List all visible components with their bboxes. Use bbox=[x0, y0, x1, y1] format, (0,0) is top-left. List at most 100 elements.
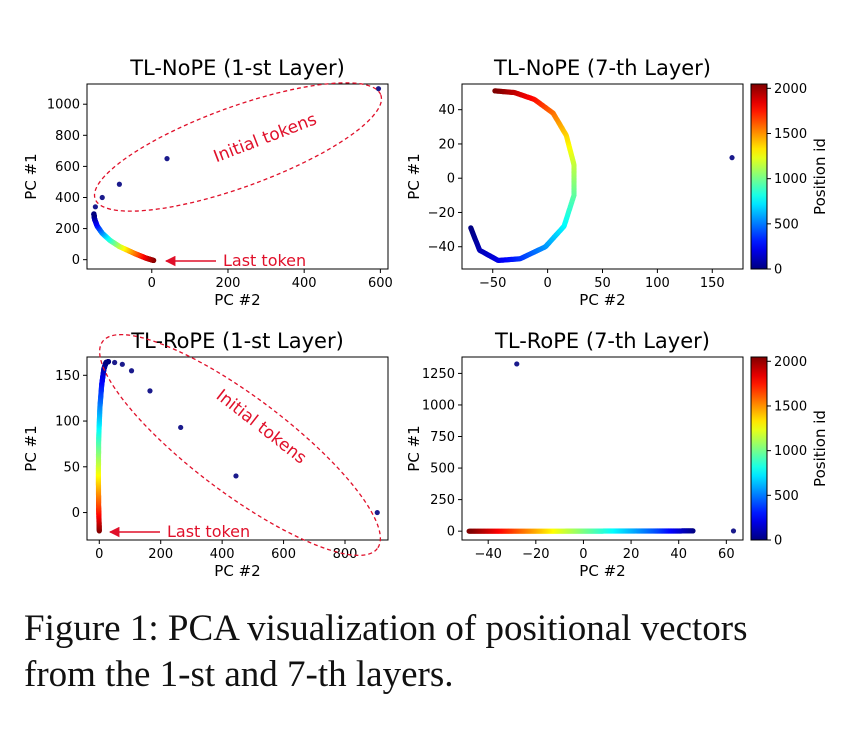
y-tick-label: 0 bbox=[447, 525, 455, 540]
outlier-point bbox=[164, 156, 170, 162]
y-axis-label: PC #1 bbox=[405, 153, 423, 199]
figure-panels: TL-NoPE (1-st Layer)0 200 400 6000200400600… bbox=[22, 56, 829, 580]
colorbar-tick-label: 0 bbox=[774, 534, 782, 549]
outlier-point bbox=[729, 155, 735, 161]
colorbar-tick-label: 1000 bbox=[774, 444, 807, 459]
colorbar-tick-label: 2000 bbox=[774, 82, 807, 97]
x-tick-label: 400 bbox=[292, 276, 317, 291]
chart-title: TL-RoPE (1-st Layer) bbox=[130, 329, 344, 353]
y-axis-label: PC #1 bbox=[22, 153, 40, 199]
colorbar-tick-label: 2000 bbox=[774, 355, 807, 370]
y-tick-label: 0 bbox=[72, 253, 80, 268]
initial-tokens-label: Initial tokens bbox=[211, 109, 320, 167]
outlier-point bbox=[375, 86, 382, 92]
x-tick-label: 20 bbox=[623, 547, 640, 562]
y-tick-label: 750 bbox=[430, 430, 455, 445]
outlier-point bbox=[730, 528, 737, 534]
chart-panel-3: TL-RoPE (1-st Layer) 0 200 400 600 800 0 50 100 1… bbox=[22, 329, 389, 580]
x-tick-label: 200 bbox=[148, 547, 173, 562]
annotation-panel-1: Initial tokens Last token bbox=[93, 82, 383, 270]
colorbar-gradient bbox=[750, 83, 768, 270]
initial-tokens-label: Initial tokens bbox=[212, 386, 310, 469]
outlier-point bbox=[374, 509, 380, 516]
y-tick-label: 20 bbox=[438, 137, 455, 152]
plot-frame bbox=[86, 356, 389, 541]
outlier-point bbox=[116, 181, 122, 187]
y-tick-label: −40 bbox=[428, 240, 455, 255]
trajectory-point bbox=[105, 359, 112, 365]
data-layer bbox=[95, 359, 380, 534]
chart-title: TL-NoPE (7-th Layer) bbox=[493, 56, 711, 80]
y-axis-label: PC #1 bbox=[22, 425, 40, 471]
y-tick-label: 50 bbox=[63, 460, 80, 475]
colorbar: 0 500 1000 1500 2000 Position id bbox=[750, 82, 829, 278]
colorbar-gradient bbox=[750, 356, 768, 541]
x-tick-label: 0 bbox=[579, 547, 587, 562]
initial-tokens-ellipse bbox=[93, 82, 383, 212]
outlier-point bbox=[514, 361, 520, 367]
y-tick-label: 800 bbox=[55, 129, 80, 144]
y-tick-label: 1250 bbox=[422, 367, 455, 382]
colorbar-tick-label: 500 bbox=[774, 489, 799, 504]
y-tick-label: 1000 bbox=[422, 398, 455, 413]
y-tick-label: 200 bbox=[55, 222, 80, 237]
y-tick-label: 0 bbox=[447, 172, 455, 187]
chart-panel-1: TL-NoPE (1-st Layer) 0 200 400 600 0 200 400 600… bbox=[22, 56, 393, 309]
colorbar-label: Position id bbox=[811, 410, 829, 487]
x-tick-label: 40 bbox=[670, 547, 687, 562]
trajectory-point bbox=[91, 211, 97, 217]
y-tick-label: 400 bbox=[55, 191, 80, 206]
y-tick-label: 250 bbox=[430, 493, 455, 508]
plot-frame bbox=[461, 83, 744, 270]
y-tick-label: −20 bbox=[428, 206, 455, 221]
colorbar-tick-label: 1500 bbox=[774, 127, 807, 142]
data-layer bbox=[468, 88, 735, 263]
x-tick-label: 200 bbox=[216, 276, 241, 291]
plot-frame bbox=[86, 83, 389, 270]
colorbar: 0 500 1000 1500 2000 Position id bbox=[750, 355, 829, 549]
x-tick-label: 0 bbox=[148, 276, 156, 291]
x-axis-label: PC #2 bbox=[579, 562, 625, 580]
y-tick-label: 500 bbox=[430, 462, 455, 477]
x-tick-label: −40 bbox=[474, 547, 501, 562]
outlier-point bbox=[119, 361, 125, 367]
outlier-point bbox=[147, 388, 153, 394]
trajectory-point bbox=[492, 88, 498, 94]
initial-tokens-ellipse bbox=[98, 333, 382, 557]
y-tick-label: 0 bbox=[72, 506, 80, 521]
y-axis-label: PC #1 bbox=[405, 425, 423, 471]
y-tick-label: 150 bbox=[55, 369, 80, 384]
colorbar-tick-label: 1000 bbox=[774, 172, 807, 187]
plot-frame bbox=[461, 356, 744, 541]
trajectory-point bbox=[466, 528, 472, 534]
y-tick-label: 600 bbox=[55, 160, 80, 175]
caption-line-2: from the 1-st and 7-th layers. bbox=[24, 654, 454, 695]
x-axis-label: PC #2 bbox=[214, 291, 260, 309]
chart-panel-4: TL-RoPE (7-th Layer) −40 −20 0 20 40 60 0 250 500… bbox=[405, 329, 829, 580]
figure-caption: Figure 1: PCA visualization of positiona… bbox=[24, 606, 854, 698]
outlier-point bbox=[92, 204, 98, 210]
x-axis-label: PC #2 bbox=[579, 291, 625, 309]
outlier-point bbox=[112, 359, 118, 366]
y-tick-label: 40 bbox=[438, 103, 455, 118]
y-tick-label: 100 bbox=[55, 415, 80, 430]
x-tick-label: 0 bbox=[543, 276, 551, 291]
y-tick-label: 1000 bbox=[47, 98, 80, 113]
x-tick-label: −50 bbox=[479, 276, 506, 291]
outlier-point bbox=[178, 424, 184, 431]
x-tick-label: −20 bbox=[522, 547, 549, 562]
x-tick-label: 400 bbox=[210, 547, 235, 562]
x-tick-label: 600 bbox=[368, 276, 393, 291]
caption-line-1: Figure 1: PCA visualization of positiona… bbox=[24, 608, 748, 649]
data-layer bbox=[91, 86, 382, 263]
x-tick-label: 600 bbox=[271, 547, 296, 562]
x-tick-label: 800 bbox=[333, 547, 358, 562]
x-tick-label: 100 bbox=[645, 276, 670, 291]
outlier-point bbox=[128, 368, 135, 374]
last-token-label: Last token bbox=[223, 251, 306, 270]
last-token-label: Last token bbox=[167, 522, 250, 541]
x-tick-label: 60 bbox=[718, 547, 735, 562]
colorbar-tick-label: 0 bbox=[774, 263, 782, 278]
chart-title: TL-NoPE (1-st Layer) bbox=[129, 56, 345, 80]
x-tick-label: 50 bbox=[594, 276, 611, 291]
